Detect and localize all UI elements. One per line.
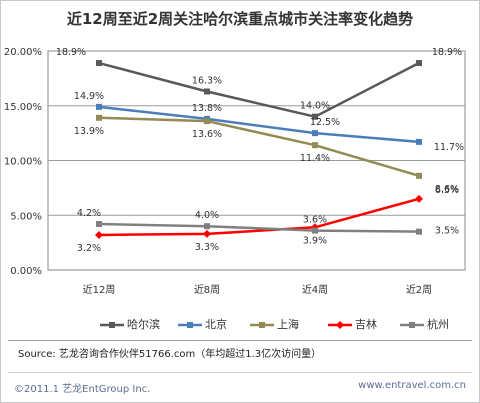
x-tick-label: 近8周 xyxy=(194,283,220,296)
data-point xyxy=(312,227,318,234)
data-point xyxy=(96,114,102,121)
x-tick-label: 近2周 xyxy=(406,283,432,296)
y-tick-label: 10.00% xyxy=(4,157,42,168)
legend-label: 北京 xyxy=(205,318,227,331)
chart-title: 近12周至近2周关注哈尔滨重点城市关注率变化趋势 xyxy=(66,10,414,28)
legend-label: 上海 xyxy=(277,318,299,331)
data-label: 13.8% xyxy=(192,103,222,114)
data-point xyxy=(204,223,210,230)
data-point xyxy=(416,138,422,145)
data-point xyxy=(96,103,102,110)
data-label: 3.2% xyxy=(77,243,101,254)
data-label: 18.9% xyxy=(432,47,462,58)
series-line xyxy=(98,105,420,144)
y-tick-label: 20.00% xyxy=(4,47,42,58)
y-tick-label: 5.00% xyxy=(10,211,42,222)
legend-label: 杭州 xyxy=(427,318,449,331)
data-point xyxy=(416,172,422,179)
data-point xyxy=(312,142,318,149)
x-tick-label: 近12周 xyxy=(83,283,116,296)
data-label: 3.5% xyxy=(435,226,459,237)
data-label: 6.5% xyxy=(435,185,459,196)
data-label: 4.0% xyxy=(195,210,219,221)
data-label: 11.7% xyxy=(434,142,464,153)
data-point xyxy=(95,230,103,239)
legend-symbol xyxy=(250,322,274,328)
legend-label: 哈尔滨 xyxy=(127,318,160,331)
legend: 哈尔滨 北京 上海 吉林 杭州 xyxy=(100,318,460,332)
data-label: 14.0% xyxy=(300,101,330,112)
series-line xyxy=(98,197,420,237)
line-chart: 0.00% 5.00% 10.00% 15.00% 20.00% 近12周 近8周 近4周 近2… xyxy=(4,47,466,296)
data-point xyxy=(416,228,422,235)
data-point xyxy=(96,221,102,228)
data-point xyxy=(415,194,423,203)
data-label: 13.9% xyxy=(74,126,104,137)
data-label: 3.9% xyxy=(303,235,327,246)
legend-symbol xyxy=(100,322,124,328)
data-label: 4.2% xyxy=(77,208,101,219)
source-note: Source: 艺龙咨询合作伙伴51766.com（年均超过1.3亿次访问量） xyxy=(18,349,322,360)
data-point xyxy=(96,60,102,67)
data-label: 3.6% xyxy=(303,215,327,226)
data-point xyxy=(416,60,422,67)
y-tick-label: 0.00% xyxy=(10,266,42,277)
data-point xyxy=(312,113,318,120)
data-label: 3.3% xyxy=(195,242,219,253)
data-label: 11.4% xyxy=(300,153,330,164)
legend-symbol xyxy=(400,322,424,328)
data-label: 14.9% xyxy=(74,91,104,102)
data-point xyxy=(204,118,210,125)
series-line xyxy=(98,222,420,233)
data-label: 8.6% xyxy=(435,184,459,195)
website-link: www.entravel.com.cn xyxy=(358,380,466,391)
divider xyxy=(8,340,472,341)
data-label: 13.6% xyxy=(192,129,222,140)
legend-symbol xyxy=(328,321,352,329)
data-point xyxy=(312,130,318,137)
legend-symbol xyxy=(178,322,202,328)
data-point xyxy=(203,229,211,238)
legend-label: 吉林 xyxy=(355,318,377,331)
data-label: 12.5% xyxy=(310,117,340,128)
divider xyxy=(8,372,472,373)
y-tick-label: 15.00% xyxy=(4,102,42,113)
x-tick-label: 近4周 xyxy=(302,283,328,296)
data-point xyxy=(204,88,210,95)
series-line xyxy=(98,61,420,119)
copyright: ©2011.1 艺龙EntGroup Inc. xyxy=(14,384,151,395)
data-label: 16.3% xyxy=(192,76,222,87)
series-line xyxy=(98,116,420,178)
data-label: 18.9% xyxy=(56,47,86,58)
